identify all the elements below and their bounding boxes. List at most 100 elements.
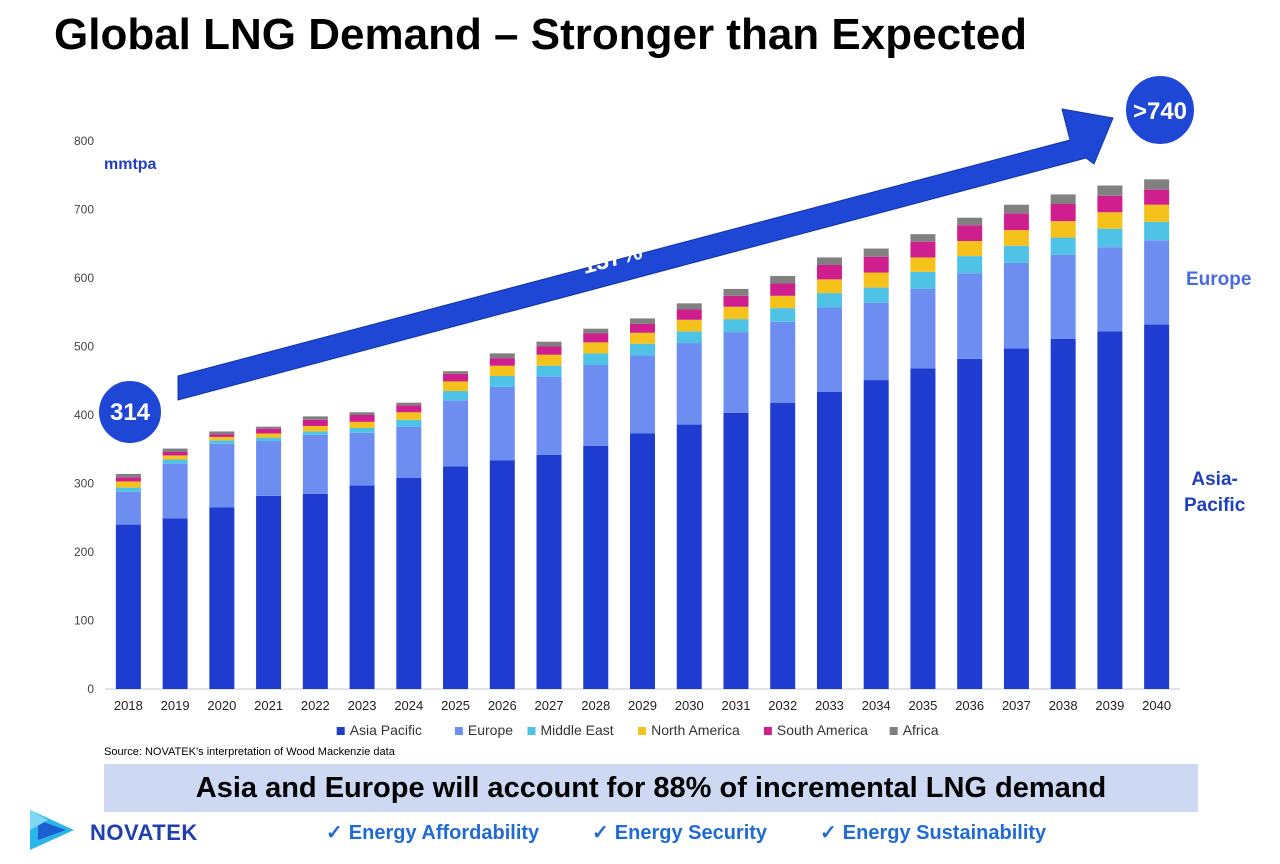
bar-segment-south-america [349,415,375,422]
x-tick-label: 2020 [207,698,236,713]
footer-item-label: Energy Affordability [348,822,540,844]
bar-segment-africa [302,416,328,420]
x-tick-label: 2032 [768,698,797,713]
legend-item: Europe [454,722,513,738]
bar-segment-asia-pacific [1144,324,1170,689]
bar-segment-middle-east [723,319,749,333]
legend-label: North America [651,722,740,738]
bar-segment-north-america [256,433,282,438]
bar-segment-middle-east [676,331,702,344]
bar-segment-europe [957,273,983,359]
bar-segment-south-america [302,419,328,426]
bar-stack-2026 [489,353,515,689]
bar-segment-middle-east [115,487,141,492]
bar-segment-africa [115,473,141,478]
bar-segment-north-america [863,272,889,288]
bar-segment-north-america [583,342,609,354]
bar-segment-europe [1050,254,1076,339]
bar-segment-south-america [770,283,796,296]
x-tick-label: 2029 [628,698,657,713]
bar-segment-middle-east [209,440,235,444]
bar-segment-middle-east [630,343,655,356]
bar-stack-2027 [536,341,562,689]
end-callout-value: >740 [1133,98,1187,125]
bar-segment-south-america [816,264,842,280]
bar-stack-2029 [630,318,655,689]
bar-stack-2034 [863,248,889,689]
x-tick-label: 2037 [1002,698,1031,713]
bar-segment-europe [443,400,469,467]
bar-segment-south-america [957,225,983,242]
bar-stack-2037 [1003,204,1029,689]
bar-segment-europe [583,364,609,446]
bar-segment-europe [115,491,141,525]
x-tick-label: 2022 [301,698,330,713]
bar-segment-north-america [162,455,188,460]
bar-segment-middle-east [583,353,609,365]
footer-item-label: Energy Sustainability [842,822,1047,844]
bar-segment-middle-east [910,271,936,289]
bar-segment-north-america [770,295,796,309]
x-tick-label: 2018 [114,698,143,713]
y-tick-label: 700 [74,203,94,217]
bar-stack-2018 [115,473,141,689]
source-note: Source: NOVATEK’s interpretation of Wood… [104,746,395,758]
start-callout-circle [97,379,163,445]
bar-segment-south-america [1097,195,1123,213]
bar-segment-africa [723,288,749,296]
check-icon: ✓ [820,822,837,844]
y-tick-label: 100 [74,614,94,628]
bar-stack-2033 [816,257,842,689]
bar-segment-north-america [349,421,375,429]
bar-segment-europe [910,288,936,369]
bar-segment-south-america [1050,204,1076,222]
bar-segment-north-america [209,436,235,441]
bar-segment-asia-pacific [957,358,983,689]
bar-segment-middle-east [1050,237,1076,255]
end-callout: >740 [1124,74,1196,146]
bar-segment-middle-east [863,287,889,303]
bar-stack-2022 [302,416,328,689]
bar-stack-2036 [957,217,983,689]
bar-segment-africa [770,275,796,284]
x-tick-label: 2024 [394,698,423,713]
bar-segment-south-america [910,241,936,258]
bar-segment-asia-pacific [1050,338,1076,689]
bar-segment-europe [676,343,702,425]
y-tick-label: 300 [74,477,94,491]
bar-stack-2030 [676,303,702,689]
bar-segment-middle-east [256,437,282,442]
bar-segment-africa [396,402,422,406]
bar-segment-europe [489,386,515,461]
end-callout-circle [1124,74,1196,146]
bar-segment-africa [256,426,282,429]
y-tick-label: 400 [74,408,94,422]
bar-segment-middle-east [536,365,562,377]
bar-segment-europe [1097,247,1123,332]
bar-segment-middle-east [396,419,422,427]
bar-segment-south-america [863,256,889,273]
x-tick-label: 2036 [955,698,984,713]
y-tick-label: 0 [87,682,94,696]
bar-segment-south-america [489,358,515,366]
bar-segment-south-america [583,333,609,343]
bar-segment-europe [863,302,889,381]
bar-segment-middle-east [489,375,515,387]
bar-segment-north-america [816,279,842,294]
bar-segment-asia-pacific [583,445,609,689]
bar-stack-2024 [396,402,422,689]
bar-stack-2038 [1050,194,1076,689]
legend-label: Europe [468,722,513,738]
bar-segment-africa [349,412,375,415]
footer-item-label: Energy Security [614,822,768,844]
legend-swatch [763,727,772,735]
bar-segment-europe [1003,262,1029,349]
x-tick-label: 2028 [581,698,610,713]
bar-segment-africa [1050,194,1076,205]
bar-segment-europe [630,355,655,434]
bar-segment-north-america [676,319,702,332]
bar-segment-middle-east [443,391,469,401]
bar-segment-south-america [443,373,469,382]
bar-segment-asia-pacific [489,460,515,689]
